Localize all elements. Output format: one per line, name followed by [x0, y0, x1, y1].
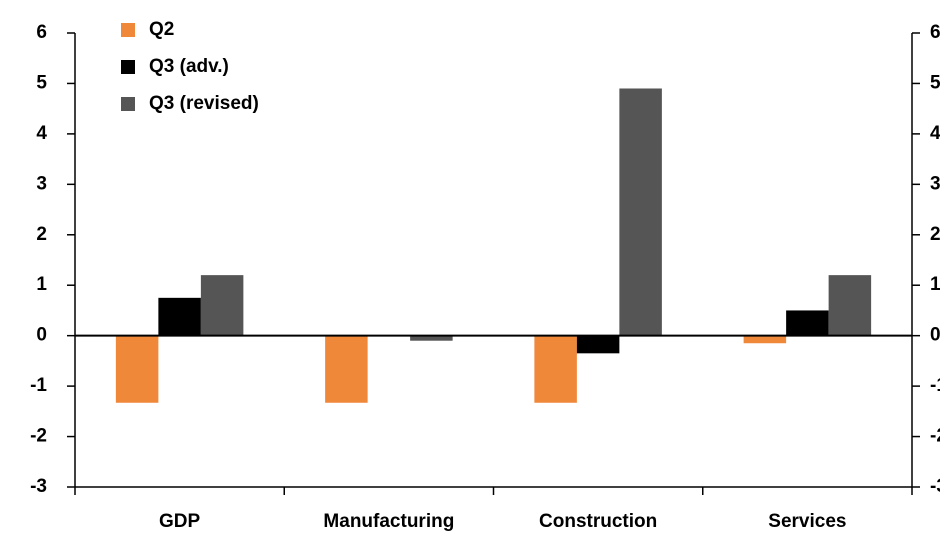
- x-tick-label: Services: [768, 511, 846, 532]
- y-tick-label: 6: [36, 22, 47, 43]
- y-tick-label: -2: [30, 426, 47, 447]
- bar: [158, 298, 201, 336]
- y-tick-label: 3: [36, 173, 47, 194]
- legend-swatch: [121, 97, 135, 111]
- y-tick-label: -3: [30, 476, 47, 497]
- x-tick-label: Construction: [539, 511, 657, 532]
- y2-tick-label: 4: [930, 123, 940, 144]
- chart: -3 -2 -1 0 1 2 3 4 5 6 -3 -2 -1 0 1 2 3 4 5 6 GDP Manufacturi…: [0, 0, 940, 534]
- y-tick-label: 5: [36, 72, 47, 93]
- x-tick-label: Manufacturing: [323, 511, 454, 532]
- legend-label: Q3 (adv.): [149, 56, 229, 77]
- y2-tick-label: -2: [930, 426, 940, 447]
- bar: [201, 275, 244, 336]
- y-tick-label: 2: [36, 224, 47, 245]
- legend-label: Q2: [149, 19, 174, 40]
- y2-tick-label: 1: [930, 274, 940, 295]
- y-tick-label: 4: [36, 123, 47, 144]
- y2-tick-label: 3: [930, 173, 940, 194]
- y-tick-label: 1: [36, 274, 47, 295]
- bar: [619, 88, 662, 335]
- y2-tick-label: 5: [930, 72, 940, 93]
- legend-swatch: [121, 60, 135, 74]
- y2-tick-label: -3: [930, 476, 940, 497]
- bar: [116, 336, 159, 403]
- bar: [577, 336, 620, 354]
- y2-tick-label: 6: [930, 22, 940, 43]
- y2-tick-label: 0: [930, 325, 940, 346]
- y-tick-label: 0: [36, 325, 47, 346]
- bar: [744, 336, 787, 344]
- y2-tick-label: 2: [930, 224, 940, 245]
- legend-swatch: [121, 23, 135, 37]
- y-tick-label: -1: [30, 375, 47, 396]
- bar: [534, 336, 577, 403]
- x-tick-label: GDP: [159, 511, 201, 532]
- bar: [829, 275, 872, 336]
- bar: [325, 336, 368, 403]
- y2-tick-label: -1: [930, 375, 940, 396]
- bar: [786, 310, 829, 335]
- legend-label: Q3 (revised): [149, 93, 259, 114]
